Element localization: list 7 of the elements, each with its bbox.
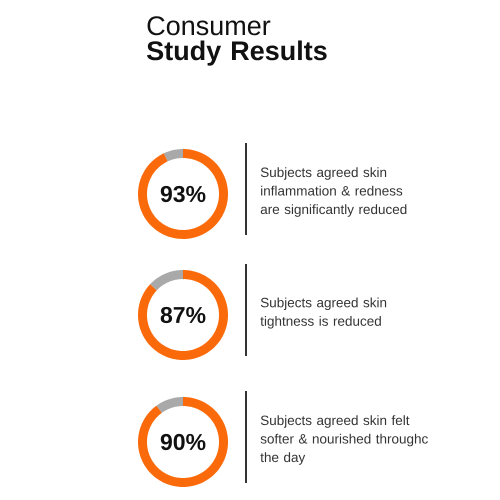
chart-title: Consumer Study Results [146,16,327,66]
text: Subjects agreed skin felt softer & nourished throughc the day [260,415,428,465]
data-label: 93% [160,186,206,202]
text: Subjects agreed skin inflammation & redness are significantly reduced [260,167,406,217]
data-label: 87% [160,306,206,324]
text: Subjects agreed skin tightness is reduced [260,297,386,329]
data-label: 90% [160,434,206,450]
